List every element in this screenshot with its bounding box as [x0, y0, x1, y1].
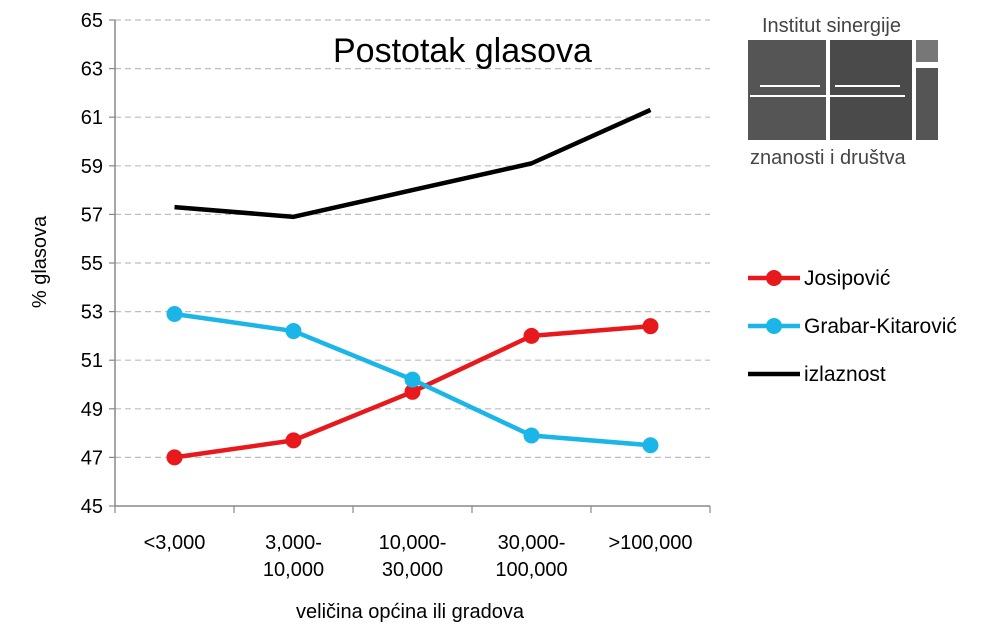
legend-item-izlaznost: izlaznost	[748, 363, 886, 386]
logo-block-3	[916, 68, 938, 140]
series-grabar-kitarovi-	[166, 306, 659, 454]
chart-title: Postotak glasova	[333, 32, 592, 70]
data-point-josipovi-	[404, 383, 421, 400]
series-josipovi-	[166, 318, 659, 466]
logo-block-2	[830, 40, 912, 140]
y-axis-title: % glasova	[29, 215, 51, 308]
y-tick-label: 65	[81, 10, 103, 32]
y-tick-label: 61	[81, 107, 103, 129]
x-tick-label-line: 3,000-	[265, 532, 322, 554]
x-tick-label: <3,000	[144, 532, 206, 554]
x-tick-label-line: 10,000	[263, 559, 324, 581]
legend-label: Grabar-Kitarović	[804, 315, 957, 338]
x-tick-label-line: 30,000	[382, 559, 443, 581]
legend: Josipović Grabar-Kitarović izlaznost	[748, 267, 957, 386]
series-line-izlaznost	[174, 107, 652, 220]
y-tick-label: 49	[81, 399, 103, 421]
y-tick-label: 59	[81, 156, 103, 178]
x-tick-labels: <3,000 3,000- 10,000 10,000- 30,000 30,000- 10…	[144, 532, 693, 581]
legend-item-grabar-kitarovi-: Grabar-Kitarović	[748, 315, 957, 338]
logo-block-4	[916, 40, 938, 62]
legend-marker	[766, 318, 782, 334]
data-point-grabar-kitarovi-	[285, 323, 302, 340]
logo-text-top: Institut sinergije	[762, 15, 901, 37]
logo-block-1	[748, 40, 826, 140]
axes	[114, 20, 710, 507]
institute-logo: Institut sinergije znanosti i društva	[748, 15, 938, 169]
data-point-grabar-kitarovi-	[166, 306, 183, 323]
series-lines	[166, 107, 659, 466]
data-point-josipovi-	[642, 318, 659, 335]
x-tick-label-line: 100,000	[495, 559, 567, 581]
x-tick-label-line: >100,000	[609, 532, 693, 554]
data-point-josipovi-	[285, 432, 302, 449]
legend-item-josipovi-: Josipović	[748, 267, 890, 290]
x-tick-label-line: 10,000-	[379, 532, 447, 554]
y-tick-label: 55	[81, 253, 103, 275]
y-tick-label: 47	[81, 447, 103, 469]
x-tick-label: >100,000	[609, 532, 693, 554]
y-tick-label: 45	[81, 496, 103, 518]
y-tick-label: 57	[81, 204, 103, 226]
legend-label: Josipović	[804, 267, 890, 290]
data-point-grabar-kitarovi-	[523, 427, 540, 444]
y-tick-label: 53	[81, 302, 103, 324]
x-tick-label: 30,000- 100,000	[495, 532, 567, 581]
legend-label: izlaznost	[804, 363, 886, 386]
x-tick-label-line: <3,000	[144, 532, 206, 554]
y-tick-label: 63	[81, 59, 103, 81]
x-axis-title: veličina općina ili gradova	[296, 601, 525, 623]
data-point-grabar-kitarovi-	[404, 371, 421, 388]
logo-text-bottom: znanosti i društva	[750, 147, 907, 169]
y-tick-labels: 45 47 49 51 53 55 57 59 61 63 65	[81, 10, 103, 518]
data-point-josipovi-	[523, 327, 540, 344]
x-tick-label: 3,000- 10,000	[263, 532, 324, 581]
gridlines	[109, 19, 711, 513]
x-tick-label: 10,000- 30,000	[379, 532, 447, 581]
y-tick-label: 51	[81, 350, 103, 372]
series-izlaznost	[174, 107, 652, 220]
data-point-josipovi-	[166, 449, 183, 466]
data-point-grabar-kitarovi-	[642, 437, 659, 454]
x-tick-label-line: 30,000-	[498, 532, 566, 554]
legend-marker	[766, 270, 782, 286]
